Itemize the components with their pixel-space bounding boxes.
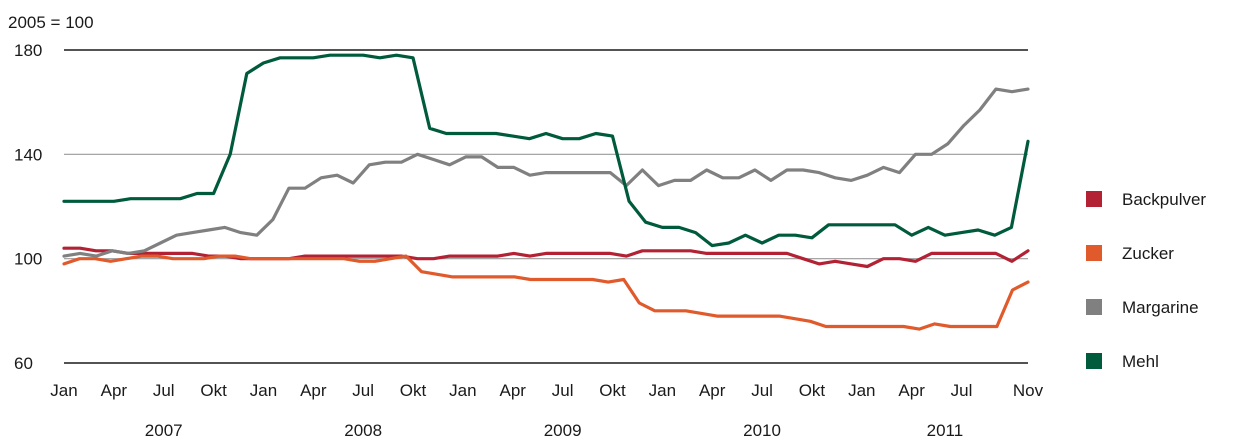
year-label: 2010 (743, 421, 781, 440)
year-label: 2009 (544, 421, 582, 440)
x-tick-label: Jul (153, 381, 175, 400)
x-tick-label: Jan (848, 381, 875, 400)
series-lines (62, 53, 1030, 331)
x-tick-label: Apr (101, 381, 128, 400)
legend-swatch (1086, 299, 1102, 315)
legend-swatch (1086, 353, 1102, 369)
year-labels: 2007 2008 2009 2010 2011 (145, 421, 963, 440)
x-tick-label: Okt (200, 381, 227, 400)
legend-swatch (1086, 245, 1102, 261)
year-label: 2007 (145, 421, 183, 440)
y-tick-label: 140 (14, 145, 42, 164)
series-line-mehl (62, 53, 1030, 248)
y-tick-label: 180 (14, 41, 42, 60)
x-tick-label: Nov (1013, 381, 1044, 400)
x-tick-label: Jan (649, 381, 676, 400)
gridlines (64, 49, 1028, 364)
unit-label: 2005 = 100 (8, 13, 94, 32)
x-tick-label: Apr (300, 381, 327, 400)
x-tick-label: Apr (898, 381, 925, 400)
series-line-zucker (62, 254, 1030, 331)
x-tick-label: Okt (799, 381, 826, 400)
x-tick-label: Jul (552, 381, 574, 400)
x-tick-label: Jan (449, 381, 476, 400)
legend-label: Zucker (1122, 244, 1174, 263)
x-tick-label: Jul (951, 381, 973, 400)
x-tick-label: Jul (352, 381, 374, 400)
legend-label: Margarine (1122, 298, 1199, 317)
x-tick-label: Jan (250, 381, 277, 400)
legend-label: Mehl (1122, 352, 1159, 371)
x-tick-label: Apr (500, 381, 527, 400)
y-axis-ticks: 60 100 140 180 (14, 41, 42, 373)
x-tick-label: Jul (751, 381, 773, 400)
x-tick-label: Okt (599, 381, 626, 400)
legend-label: Backpulver (1122, 190, 1206, 209)
year-label: 2011 (927, 421, 964, 440)
x-tick-label: Okt (400, 381, 427, 400)
x-tick-label: Jan (50, 381, 77, 400)
legend: Backpulver Zucker Margarine Mehl (1086, 190, 1206, 371)
x-axis-ticks: Jan Apr Jul Okt Jan Apr Jul Okt Jan Apr Jul Okt Jan A… (50, 381, 1043, 400)
year-label: 2008 (344, 421, 382, 440)
x-tick-label: Apr (699, 381, 726, 400)
legend-swatch (1086, 191, 1102, 207)
y-tick-label: 100 (14, 250, 42, 269)
y-tick-label: 60 (14, 354, 33, 373)
series-line-margarine (62, 87, 1030, 258)
